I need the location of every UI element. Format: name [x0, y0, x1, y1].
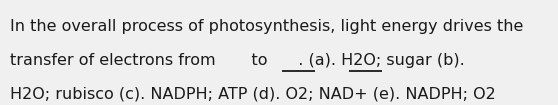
- Text: In the overall process of photosynthesis, light energy drives the: In the overall process of photosynthesis…: [10, 19, 523, 34]
- Text: H2O; rubisco (c). NADPH; ATP (d). O2; NAD+ (e). NADPH; O2: H2O; rubisco (c). NADPH; ATP (d). O2; NA…: [10, 86, 496, 101]
- Text: transfer of electrons from       to      . (a). H2O; sugar (b).: transfer of electrons from to . (a). H2O…: [10, 52, 465, 68]
